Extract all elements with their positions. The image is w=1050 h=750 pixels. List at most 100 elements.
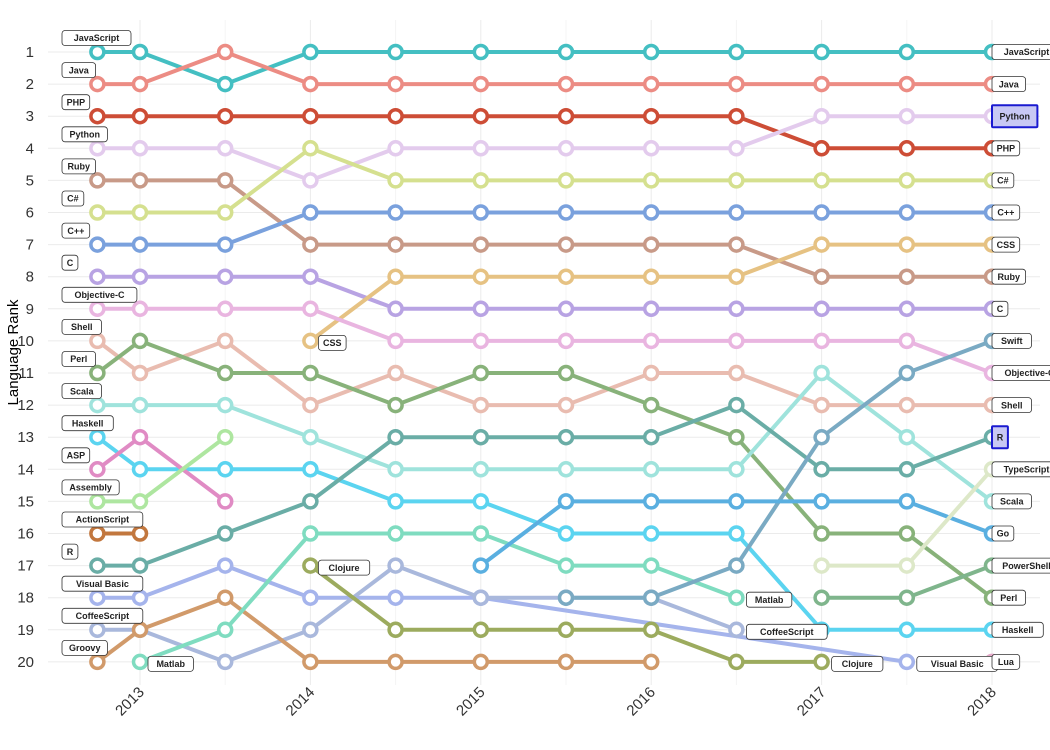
series-tag-label: R xyxy=(997,432,1004,442)
data-point xyxy=(557,268,575,285)
series-tag-box xyxy=(61,479,120,496)
data-point xyxy=(472,204,490,221)
x-tick-label: 2017 xyxy=(794,684,830,720)
data-point xyxy=(813,364,830,382)
series-tag-box xyxy=(991,268,1026,285)
series-tag-box xyxy=(991,236,1021,253)
series-tag-label: Python xyxy=(69,130,100,140)
data-point xyxy=(131,396,149,414)
data-point xyxy=(898,461,916,478)
data-point xyxy=(387,525,404,542)
data-point xyxy=(728,428,745,446)
series-tag-box xyxy=(991,140,1021,157)
series-tag-box xyxy=(61,447,91,464)
data-point xyxy=(216,621,234,639)
data-point xyxy=(898,364,916,382)
data-point xyxy=(216,107,234,125)
series-tag-box xyxy=(991,204,1021,221)
data-point xyxy=(728,364,745,382)
series-tag-label: PHP xyxy=(67,97,86,107)
series-tag-label: JavaScript xyxy=(1004,47,1050,57)
data-point xyxy=(813,653,830,671)
data-point xyxy=(216,396,234,414)
data-point xyxy=(387,43,404,61)
data-point xyxy=(898,525,916,542)
data-point xyxy=(472,589,490,606)
y-tick-label: 4 xyxy=(26,140,34,157)
data-point xyxy=(472,140,490,157)
data-point xyxy=(216,461,234,478)
series-tag-box xyxy=(317,559,371,576)
series-tag-label: Matlab xyxy=(156,659,185,669)
data-point xyxy=(89,140,106,157)
data-point xyxy=(642,140,660,157)
data-point xyxy=(302,364,319,382)
data-point xyxy=(472,428,490,446)
data-point xyxy=(387,621,404,639)
x-tick-label: 2018 xyxy=(964,684,1000,720)
y-tick-label: 10 xyxy=(17,333,34,350)
x-tick-label: 2014 xyxy=(283,684,319,720)
series-tag-box xyxy=(991,525,1015,542)
data-point xyxy=(898,43,916,61)
data-point xyxy=(557,621,575,639)
series-tag-label: Haskell xyxy=(1002,625,1034,635)
data-point xyxy=(728,621,745,639)
data-point xyxy=(216,268,234,285)
series-tag-box xyxy=(991,397,1032,414)
data-point xyxy=(813,43,830,61)
series-tag-label: Scala xyxy=(70,386,95,396)
series-line-javascript xyxy=(95,50,994,87)
data-point xyxy=(302,300,319,318)
data-point xyxy=(216,236,234,253)
data-point xyxy=(131,332,149,350)
series-tag-box xyxy=(991,76,1026,92)
series-tag-box xyxy=(746,623,828,640)
series-tag-label: C xyxy=(67,258,74,268)
data-point xyxy=(898,236,916,253)
data-point xyxy=(898,493,916,510)
data-point xyxy=(302,140,319,157)
series-tag-label: Ruby xyxy=(68,162,91,172)
data-point xyxy=(89,525,106,542)
series-tag-label: Perl xyxy=(1000,593,1017,603)
data-point xyxy=(302,268,319,285)
data-point xyxy=(302,621,319,639)
series-line-haskell xyxy=(95,435,994,632)
series-tag-label: C# xyxy=(67,194,79,204)
y-axis-title: Language Rank xyxy=(5,299,22,405)
data-point xyxy=(216,332,234,350)
series-tag-label: Scala xyxy=(1000,497,1025,507)
data-point xyxy=(898,204,916,221)
data-point xyxy=(89,43,106,61)
series-tag-label: Clojure xyxy=(329,563,360,573)
data-point xyxy=(642,461,660,478)
data-point xyxy=(557,589,575,606)
series-tag-box xyxy=(61,640,108,656)
data-point xyxy=(387,75,404,93)
data-point xyxy=(387,493,404,510)
series-tag-label: Visual Basic xyxy=(931,659,984,669)
data-point xyxy=(387,396,404,414)
data-point xyxy=(131,236,149,253)
data-point xyxy=(728,557,745,574)
data-point xyxy=(472,557,490,574)
data-point xyxy=(813,557,830,574)
data-point xyxy=(642,204,660,221)
data-point xyxy=(472,461,490,478)
data-point xyxy=(813,236,830,253)
data-point xyxy=(557,653,575,671)
data-point xyxy=(813,493,830,510)
data-point xyxy=(557,332,575,350)
data-point xyxy=(472,172,490,189)
data-point xyxy=(302,107,319,125)
y-tick-label: 13 xyxy=(17,429,34,446)
series-tag-label: R xyxy=(67,547,74,557)
data-point xyxy=(728,653,745,671)
data-point xyxy=(302,43,319,61)
data-point xyxy=(728,75,745,93)
series-tag-box xyxy=(61,383,102,400)
data-point xyxy=(472,75,490,93)
data-point xyxy=(472,525,490,542)
series-tag-box xyxy=(61,62,96,78)
